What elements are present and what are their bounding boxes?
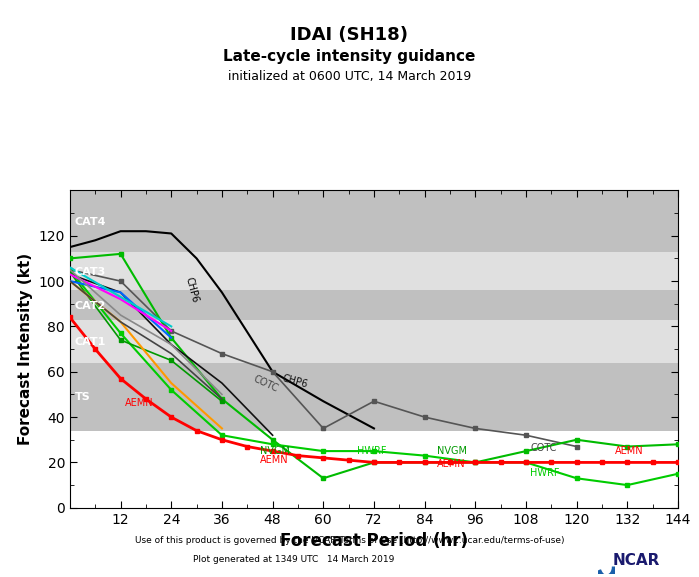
- Text: AEMN: AEMN: [438, 459, 466, 469]
- Text: NVGM: NVGM: [260, 445, 290, 456]
- X-axis label: Forecast Period (hr): Forecast Period (hr): [280, 532, 468, 550]
- Text: COTC: COTC: [252, 374, 280, 395]
- Text: Use of this product is governed by the UCAR Terms of Use (http://www2.ucar.edu/t: Use of this product is governed by the U…: [135, 536, 564, 545]
- Text: CAT3: CAT3: [75, 267, 106, 277]
- Text: NVGM: NVGM: [438, 445, 468, 456]
- Text: AEMN: AEMN: [260, 455, 289, 464]
- Text: NCAR: NCAR: [612, 553, 660, 568]
- Text: TS: TS: [75, 392, 91, 402]
- Bar: [70, 290, 678, 320]
- Text: AEMN: AEMN: [614, 445, 643, 456]
- Y-axis label: Forecast Intensity (kt): Forecast Intensity (kt): [18, 253, 33, 445]
- Text: CAT2: CAT2: [75, 301, 106, 311]
- Text: HWRF: HWRF: [357, 445, 387, 456]
- Text: CAT4: CAT4: [75, 217, 106, 227]
- Text: AEMN: AEMN: [125, 398, 153, 408]
- Bar: [70, 252, 678, 290]
- Text: HWRF: HWRF: [531, 469, 560, 478]
- Wedge shape: [595, 567, 619, 577]
- Text: CHP6: CHP6: [281, 373, 309, 390]
- Bar: [70, 190, 678, 252]
- Text: COTC: COTC: [531, 443, 556, 454]
- Text: initialized at 0600 UTC, 14 March 2019: initialized at 0600 UTC, 14 March 2019: [228, 70, 471, 84]
- Bar: [70, 320, 678, 363]
- Text: Late-cycle intensity guidance: Late-cycle intensity guidance: [223, 49, 476, 64]
- Text: CHP6: CHP6: [184, 276, 201, 304]
- Text: Plot generated at 1349 UTC   14 March 2019: Plot generated at 1349 UTC 14 March 2019: [193, 555, 394, 564]
- Bar: [70, 363, 678, 430]
- Text: IDAI (SH18): IDAI (SH18): [291, 26, 408, 44]
- Text: CAT1: CAT1: [75, 338, 106, 347]
